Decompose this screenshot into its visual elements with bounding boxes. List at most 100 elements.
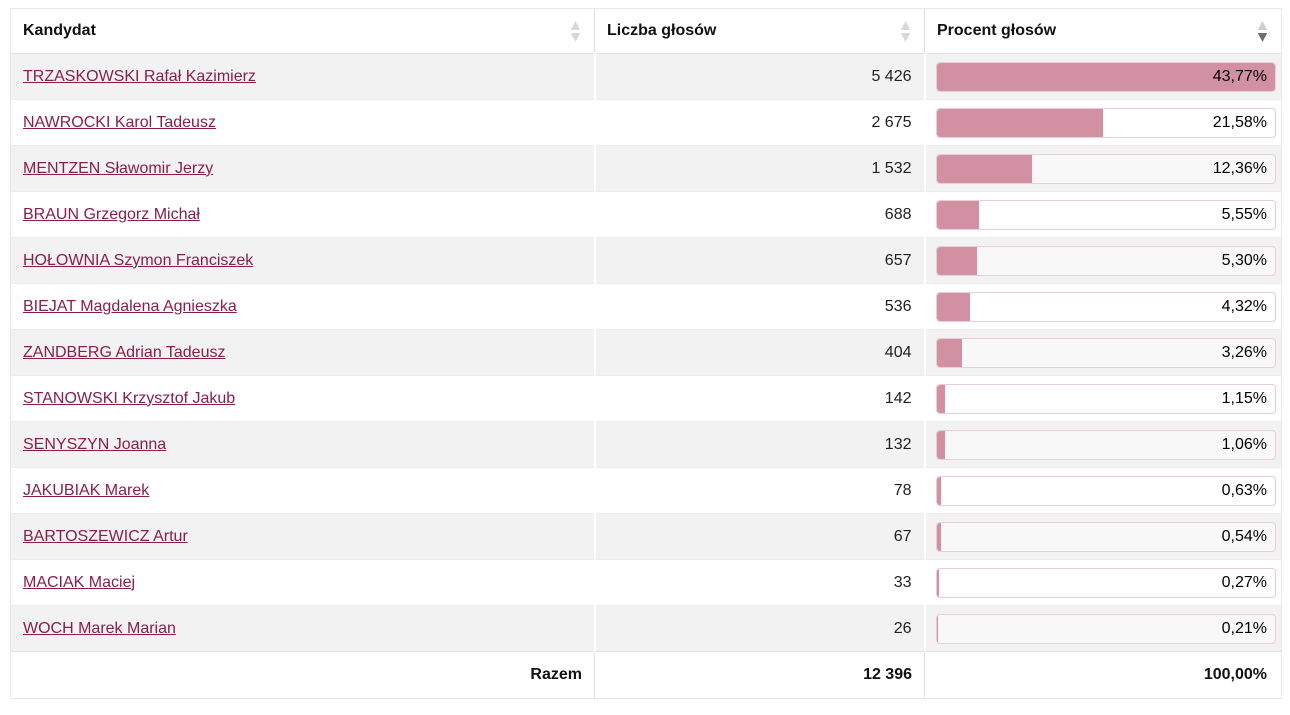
results-table-body: TRZASKOWSKI Rafał Kazimierz 5 426 43,77%… bbox=[10, 53, 1282, 652]
table-row: STANOWSKI Krzysztof Jakub 142 1,15% bbox=[10, 375, 1282, 422]
percent-cell: 5,30% bbox=[923, 237, 1282, 284]
total-label: Razem bbox=[10, 651, 595, 699]
votes-value: 5 426 bbox=[593, 53, 925, 100]
percent-bar: 43,77% bbox=[935, 61, 1276, 92]
percent-bar-fill bbox=[936, 292, 970, 321]
percent-bar-fill bbox=[936, 108, 1104, 137]
table-row: BRAUN Grzegorz Michał 688 5,55% bbox=[10, 191, 1282, 238]
column-header-kandydat[interactable]: Kandydat bbox=[10, 8, 595, 54]
candidate-link[interactable]: HOŁOWNIA Szymon Franciszek bbox=[23, 251, 254, 269]
sort-descending-icon bbox=[1257, 20, 1268, 42]
column-header-liczba-glosow[interactable]: Liczba głosów bbox=[594, 8, 925, 54]
candidate-link[interactable]: BRAUN Grzegorz Michał bbox=[23, 205, 200, 223]
percent-bar: 1,06% bbox=[935, 429, 1276, 460]
table-row: BARTOSZEWICZ Artur 67 0,54% bbox=[10, 513, 1282, 560]
total-row: Razem 12 396 100,00% bbox=[10, 651, 1282, 699]
table-row: WOCH Marek Marian 26 0,21% bbox=[10, 605, 1282, 652]
votes-value: 657 bbox=[593, 237, 925, 284]
candidate-link[interactable]: MACIAK Maciej bbox=[23, 573, 136, 591]
votes-value: 78 bbox=[593, 467, 925, 514]
percent-value: 0,27% bbox=[1221, 573, 1267, 591]
table-row: NAWROCKI Karol Tadeusz 2 675 21,58% bbox=[10, 99, 1282, 146]
percent-cell: 0,54% bbox=[923, 513, 1282, 560]
candidate-link[interactable]: SENYSZYN Joanna bbox=[23, 435, 167, 453]
percent-bar: 0,21% bbox=[935, 613, 1276, 644]
votes-value: 1 532 bbox=[593, 145, 925, 192]
percent-bar-fill bbox=[936, 614, 939, 643]
percent-value: 5,55% bbox=[1221, 205, 1267, 223]
sort-icon bbox=[570, 20, 581, 42]
table-row: BIEJAT Magdalena Agnieszka 536 4,32% bbox=[10, 283, 1282, 330]
table-row: TRZASKOWSKI Rafał Kazimierz 5 426 43,77% bbox=[10, 53, 1282, 100]
percent-bar-fill bbox=[936, 200, 980, 229]
table-row: JAKUBIAK Marek 78 0,63% bbox=[10, 467, 1282, 514]
table-row: SENYSZYN Joanna 132 1,06% bbox=[10, 421, 1282, 468]
percent-cell: 12,36% bbox=[923, 145, 1282, 192]
candidate-cell: BRAUN Grzegorz Michał bbox=[10, 191, 595, 238]
percent-bar-fill bbox=[936, 384, 946, 413]
candidate-cell: NAWROCKI Karol Tadeusz bbox=[10, 99, 595, 146]
column-header-procent-glosow-label: Procent głosów bbox=[937, 22, 1057, 39]
candidate-link[interactable]: WOCH Marek Marian bbox=[23, 619, 176, 637]
percent-cell: 1,15% bbox=[923, 375, 1282, 422]
candidate-link[interactable]: TRZASKOWSKI Rafał Kazimierz bbox=[23, 67, 256, 85]
table-row: ZANDBERG Adrian Tadeusz 404 3,26% bbox=[10, 329, 1282, 376]
column-header-procent-glosow[interactable]: Procent głosów bbox=[924, 8, 1282, 54]
candidate-link[interactable]: NAWROCKI Karol Tadeusz bbox=[23, 113, 216, 131]
votes-value: 26 bbox=[593, 605, 925, 652]
candidate-link[interactable]: JAKUBIAK Marek bbox=[23, 481, 150, 499]
percent-bar-fill bbox=[936, 338, 962, 367]
candidate-link[interactable]: MENTZEN Sławomir Jerzy bbox=[23, 159, 214, 177]
percent-bar: 1,15% bbox=[935, 383, 1276, 414]
votes-value: 536 bbox=[593, 283, 925, 330]
votes-value: 33 bbox=[593, 559, 925, 606]
percent-bar: 3,26% bbox=[935, 337, 1276, 368]
results-table: Kandydat Liczba głosów bbox=[10, 8, 1282, 699]
percent-cell: 43,77% bbox=[923, 53, 1282, 100]
percent-bar: 0,27% bbox=[935, 567, 1276, 598]
percent-value: 4,32% bbox=[1221, 297, 1267, 315]
sort-icon bbox=[900, 20, 911, 42]
percent-value: 1,06% bbox=[1221, 435, 1267, 453]
percent-cell: 21,58% bbox=[923, 99, 1282, 146]
percent-value: 0,63% bbox=[1221, 481, 1267, 499]
percent-value: 1,15% bbox=[1221, 389, 1267, 407]
candidate-link[interactable]: BARTOSZEWICZ Artur bbox=[23, 527, 188, 545]
candidate-cell: SENYSZYN Joanna bbox=[10, 421, 595, 468]
percent-cell: 0,63% bbox=[923, 467, 1282, 514]
percent-value: 12,36% bbox=[1212, 159, 1267, 177]
percent-value: 21,58% bbox=[1212, 113, 1267, 131]
percent-cell: 0,27% bbox=[923, 559, 1282, 606]
percent-bar-fill bbox=[936, 568, 939, 597]
percent-value: 5,30% bbox=[1221, 251, 1267, 269]
percent-bar: 5,30% bbox=[935, 245, 1276, 276]
candidate-link[interactable]: STANOWSKI Krzysztof Jakub bbox=[23, 389, 236, 407]
candidate-link[interactable]: ZANDBERG Adrian Tadeusz bbox=[23, 343, 226, 361]
results-table-footer: Razem 12 396 100,00% bbox=[10, 651, 1282, 699]
total-percent-value: 100,00% bbox=[924, 651, 1282, 699]
results-table-header: Kandydat Liczba głosów bbox=[10, 8, 1282, 54]
percent-bar-fill bbox=[936, 246, 978, 275]
candidate-cell: BIEJAT Magdalena Agnieszka bbox=[10, 283, 595, 330]
candidate-link[interactable]: BIEJAT Magdalena Agnieszka bbox=[23, 297, 237, 315]
percent-cell: 1,06% bbox=[923, 421, 1282, 468]
percent-cell: 3,26% bbox=[923, 329, 1282, 376]
percent-cell: 5,55% bbox=[923, 191, 1282, 238]
table-row: MENTZEN Sławomir Jerzy 1 532 12,36% bbox=[10, 145, 1282, 192]
candidate-cell: WOCH Marek Marian bbox=[10, 605, 595, 652]
percent-bar: 12,36% bbox=[935, 153, 1276, 184]
percent-value: 0,54% bbox=[1221, 527, 1267, 545]
column-header-liczba-glosow-label: Liczba głosów bbox=[607, 22, 717, 39]
candidate-cell: MENTZEN Sławomir Jerzy bbox=[10, 145, 595, 192]
percent-bar: 4,32% bbox=[935, 291, 1276, 322]
percent-cell: 0,21% bbox=[923, 605, 1282, 652]
candidate-cell: HOŁOWNIA Szymon Franciszek bbox=[10, 237, 595, 284]
table-row: HOŁOWNIA Szymon Franciszek 657 5,30% bbox=[10, 237, 1282, 284]
votes-value: 132 bbox=[593, 421, 925, 468]
percent-cell: 4,32% bbox=[923, 283, 1282, 330]
percent-bar-fill bbox=[936, 476, 942, 505]
votes-value: 2 675 bbox=[593, 99, 925, 146]
votes-value: 67 bbox=[593, 513, 925, 560]
votes-value: 404 bbox=[593, 329, 925, 376]
